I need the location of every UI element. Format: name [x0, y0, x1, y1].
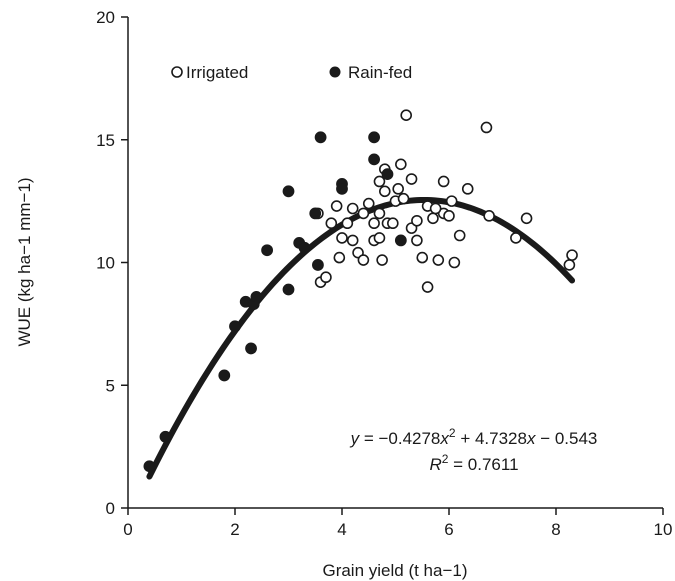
irrigated-point	[445, 195, 458, 207]
y-tick-label: 15	[96, 131, 115, 150]
rain-fed-point	[314, 131, 327, 144]
irrigated-point	[333, 251, 346, 264]
irrigated-point	[397, 192, 410, 205]
irrigated-point	[432, 254, 445, 266]
rain-fed-point	[143, 460, 156, 473]
irrigated-point	[368, 217, 380, 230]
x-axis-title: Grain yield (t ha−1)	[322, 561, 467, 580]
rain-fed-point	[250, 290, 263, 303]
x-tick-label: 6	[444, 520, 453, 539]
irrigated-point	[520, 212, 533, 225]
irrigated-point	[373, 232, 386, 244]
y-tick-label: 20	[96, 8, 115, 27]
irrigated-point	[429, 202, 442, 215]
irrigated-point	[320, 271, 332, 284]
axis-ticks	[121, 16, 664, 515]
irrigated-point	[427, 212, 439, 225]
irrigated-point	[400, 109, 413, 121]
irrigated-point	[330, 200, 343, 212]
irrigated-point	[480, 121, 493, 134]
rain-fed-point	[309, 207, 322, 220]
rain-fed-point	[298, 241, 311, 254]
irrigated-point	[373, 175, 386, 188]
x-tick-label: 0	[123, 520, 132, 539]
irrigated-point	[461, 183, 474, 195]
legend-marker-rain-fed	[329, 66, 341, 78]
irrigated-point	[346, 202, 359, 215]
rain-fed-point	[159, 430, 172, 443]
irrigated-point	[376, 254, 388, 266]
rain-fed-point	[218, 369, 231, 382]
irrigated-point	[483, 210, 495, 222]
irrigated-point	[405, 173, 418, 185]
rain-fed-point	[261, 244, 274, 257]
irrigated-point	[336, 232, 348, 244]
rain-fed-point	[282, 283, 295, 296]
rain-fed-point	[368, 153, 381, 166]
irrigated-point	[346, 234, 359, 247]
legend-label-irrigated: Irrigated	[186, 63, 248, 82]
y-tick-label: 5	[106, 376, 115, 395]
y-tick-label: 0	[106, 499, 115, 518]
irrigated-point	[362, 197, 375, 210]
irrigated-point	[411, 214, 423, 227]
rain-fed-point	[368, 131, 381, 144]
fit-r-squared: R2 = 0.7611	[429, 452, 518, 474]
irrigated-point	[453, 229, 466, 242]
legend-marker-irrigated	[171, 66, 183, 78]
axis-tick-labels: 0 2 4 6 8 10 0 5 10 15 20	[96, 8, 672, 539]
irrigated-point	[373, 207, 386, 220]
irrigated-point	[392, 183, 404, 195]
irrigated-point	[325, 217, 338, 230]
irrigated-point	[395, 158, 407, 171]
irrigated-point	[387, 217, 399, 230]
irrigated-point	[416, 251, 429, 264]
x-tick-label: 8	[551, 520, 560, 539]
y-tick-label: 10	[96, 254, 115, 273]
y-axis-title: WUE (kg ha−1 mm−1)	[15, 177, 34, 346]
irrigated-point	[411, 234, 423, 247]
irrigated-point	[566, 249, 578, 261]
irrigated-point	[510, 232, 522, 244]
irrigated-point	[341, 217, 354, 230]
irrigated-point	[437, 175, 450, 188]
legend-label-rain-fed: Rain-fed	[348, 63, 412, 82]
irrigated-point	[443, 210, 455, 222]
x-tick-label: 2	[230, 520, 239, 539]
irrigated-point	[357, 207, 370, 220]
irrigated-point	[378, 185, 391, 198]
rain-fed-point	[381, 168, 394, 181]
irrigated-point	[421, 281, 434, 293]
x-tick-label: 10	[654, 520, 673, 539]
fit-equation: y = −0.4278x2 + 4.7328x − 0.543	[350, 426, 598, 448]
rain-fed-point	[229, 320, 241, 333]
rain-fed-point	[245, 342, 257, 355]
rain-fed-point	[336, 182, 348, 195]
irrigated-point	[563, 259, 576, 271]
legend: Irrigated Rain-fed	[171, 63, 412, 82]
irrigated-point	[448, 256, 461, 269]
rain-fed-point	[394, 234, 407, 247]
rain-fed-point	[312, 259, 324, 271]
x-tick-label: 4	[337, 520, 346, 539]
irrigated-point	[357, 254, 370, 266]
rain-fed-point	[282, 185, 295, 198]
data-points	[143, 109, 578, 473]
